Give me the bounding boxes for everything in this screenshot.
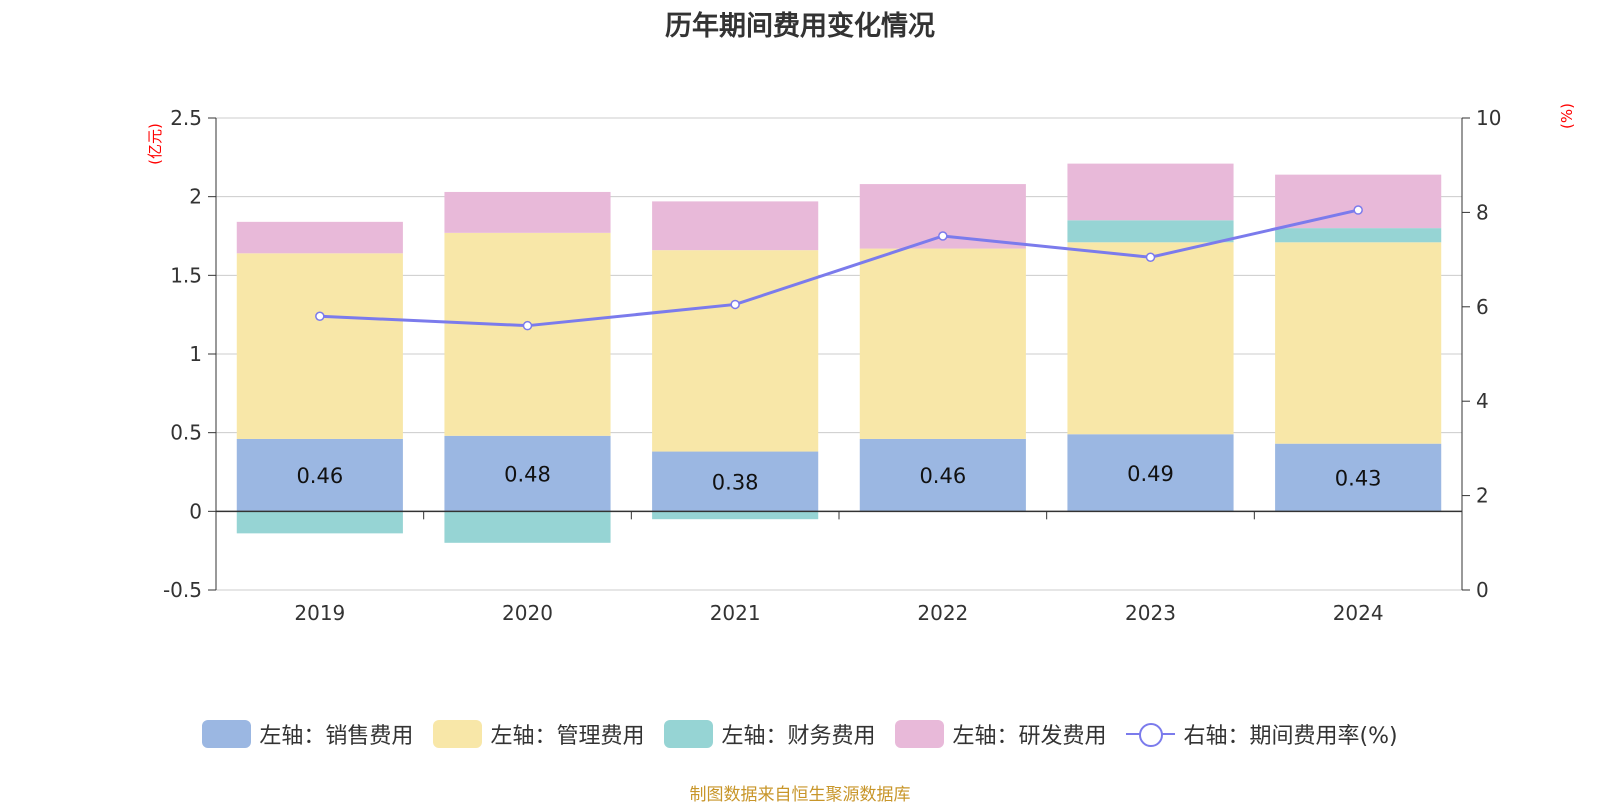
right-axis-unit: (%) xyxy=(1558,103,1576,129)
bar-segment-sales-2020 xyxy=(444,435,611,512)
chart-title: 历年期间费用变化情况 xyxy=(665,11,935,42)
left-axis-tick-label: 1 xyxy=(189,342,202,366)
left-axis-tick-label: -0.5 xyxy=(163,578,202,602)
bar-segment-sales-2022 xyxy=(859,438,1026,512)
legend-swatch-sales xyxy=(202,720,252,748)
left-axis-tick-label: 0.5 xyxy=(170,421,202,445)
x-axis-tick-label: 2021 xyxy=(710,601,761,625)
bar-segment-sales-2021 xyxy=(652,451,819,512)
bar-data-label: 0.38 xyxy=(712,470,759,494)
bar-segment-rnd-2019 xyxy=(236,221,403,254)
right-axis-tick-label: 0 xyxy=(1476,578,1489,602)
expense-ratio-point-2023 xyxy=(1145,252,1156,262)
bar-segment-finance-2021 xyxy=(652,511,819,520)
legend-label-finance: 左轴：财务费用 xyxy=(721,724,876,749)
bar-data-label: 0.43 xyxy=(1335,467,1382,491)
x-axis-tick-label: 2024 xyxy=(1333,601,1384,625)
legend-label-expense-ratio: 右轴：期间费用率(%) xyxy=(1183,724,1398,749)
bar-data-label: 0.49 xyxy=(1127,462,1174,486)
right-axis-tick-label: 10 xyxy=(1476,106,1501,130)
bar-segment-finance-2020 xyxy=(444,511,611,543)
bar-segment-sales-2023 xyxy=(1067,434,1234,512)
right-axis-tick-label: 4 xyxy=(1476,389,1489,413)
legend-swatch-finance xyxy=(664,720,714,748)
bar-segment-rnd-2024 xyxy=(1275,174,1442,229)
x-axis-tick-label: 2023 xyxy=(1125,601,1176,625)
bar-segment-admin-2023 xyxy=(1067,242,1234,435)
x-axis-tick-label: 2020 xyxy=(502,601,553,625)
bar-segment-rnd-2023 xyxy=(1067,163,1234,221)
expense-ratio-line xyxy=(319,208,1359,328)
right-axis-tick-label: 2 xyxy=(1476,484,1489,508)
legend-item-admin[interactable]: 左轴：管理费用 xyxy=(433,718,644,750)
legend-item-sales[interactable]: 左轴：销售费用 xyxy=(202,718,413,750)
bar-data-label: 0.48 xyxy=(504,463,551,487)
bar-segment-finance-2024 xyxy=(1275,228,1442,243)
bar-segment-sales-2024 xyxy=(1275,443,1442,512)
source-note: 制图数据来自恒生聚源数据库 xyxy=(689,785,911,805)
legend-label-admin: 左轴：管理费用 xyxy=(490,724,645,749)
expense-ratio-point-2019 xyxy=(315,311,325,321)
bar-segment-admin-2022 xyxy=(859,248,1026,439)
expense-ratio-point-2022 xyxy=(938,231,948,241)
x-axis-tick-label: 2019 xyxy=(294,601,345,625)
legend-line-marker-icon xyxy=(1126,720,1176,748)
left-axis-tick-label: 2 xyxy=(189,185,202,209)
bar-segment-rnd-2021 xyxy=(652,201,819,251)
bar-segment-admin-2024 xyxy=(1275,242,1442,444)
expense-ratio-point-2024 xyxy=(1353,205,1363,215)
legend-swatch-rnd xyxy=(895,720,945,748)
left-axis-tick-label: 0 xyxy=(189,499,202,523)
bar-data-label: 0.46 xyxy=(919,464,966,488)
x-axis-tick-label: 2022 xyxy=(917,601,968,625)
bar-segment-rnd-2020 xyxy=(444,191,611,233)
legend-item-rnd[interactable]: 左轴：研发费用 xyxy=(895,718,1106,750)
bar-segment-admin-2021 xyxy=(652,250,819,452)
left-axis-tick-label: 2.5 xyxy=(170,106,202,130)
legend-item-finance[interactable]: 左轴：财务费用 xyxy=(664,718,875,750)
bar-data-label: 0.46 xyxy=(296,464,343,488)
right-axis-tick-label: 6 xyxy=(1476,295,1489,319)
legend-item-expense-ratio[interactable]: 右轴：期间费用率(%) xyxy=(1126,718,1398,750)
bar-segment-sales-2019 xyxy=(236,438,403,512)
chart-legend: 左轴：销售费用 左轴：管理费用 左轴：财务费用 左轴：研发费用 右轴：期间费用率… xyxy=(0,718,1600,750)
expense-ratio-point-2021 xyxy=(730,299,740,310)
legend-swatch-admin xyxy=(433,720,483,748)
bar-segment-admin-2019 xyxy=(236,253,403,439)
right-axis-tick-label: 8 xyxy=(1476,200,1489,224)
left-axis-tick-label: 1.5 xyxy=(170,263,202,287)
expense-ratio-point-2020 xyxy=(522,320,533,331)
legend-label-rnd: 左轴：研发费用 xyxy=(952,724,1107,749)
legend-label-sales: 左轴：销售费用 xyxy=(259,724,414,749)
bar-segment-finance-2019 xyxy=(236,511,403,534)
left-axis-unit: (亿元) xyxy=(146,123,164,165)
bar-segment-finance-2023 xyxy=(1067,220,1234,243)
bar-segment-admin-2020 xyxy=(444,232,611,436)
